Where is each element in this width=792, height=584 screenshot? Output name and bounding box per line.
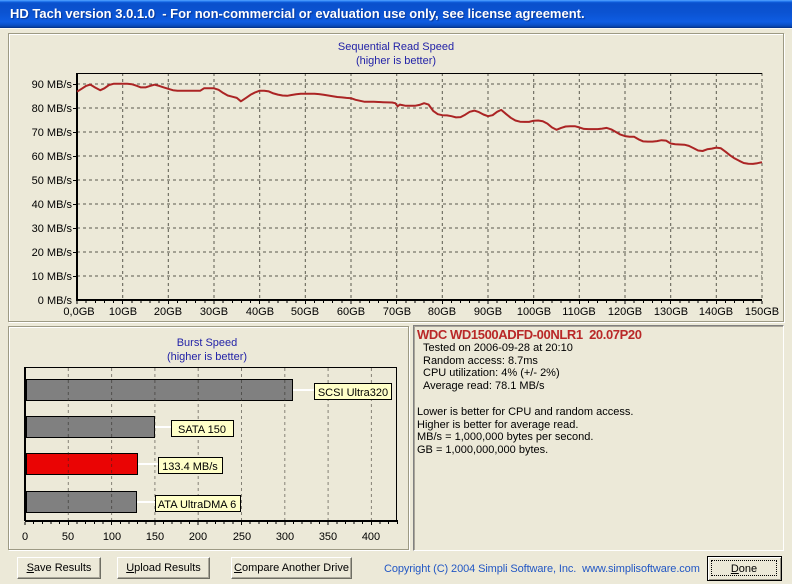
svg-text:300: 300 bbox=[276, 531, 294, 543]
svg-text:50 MB/s: 50 MB/s bbox=[32, 175, 73, 187]
svg-text:60GB: 60GB bbox=[337, 306, 365, 318]
svg-text:150: 150 bbox=[146, 531, 164, 543]
svg-text:50: 50 bbox=[62, 531, 74, 543]
svg-text:40GB: 40GB bbox=[246, 306, 274, 318]
svg-text:(higher is better): (higher is better) bbox=[356, 55, 436, 67]
svg-text:90GB: 90GB bbox=[474, 306, 502, 318]
svg-text:110GB: 110GB bbox=[562, 306, 595, 318]
svg-text:200: 200 bbox=[189, 531, 207, 543]
svg-text:10GB: 10GB bbox=[109, 306, 137, 318]
svg-text:120GB: 120GB bbox=[608, 306, 642, 318]
svg-text:70 MB/s: 70 MB/s bbox=[32, 127, 73, 139]
svg-text:80 MB/s: 80 MB/s bbox=[32, 103, 73, 115]
svg-text:0 MB/s: 0 MB/s bbox=[38, 295, 73, 307]
svg-text:20 MB/s: 20 MB/s bbox=[32, 247, 73, 259]
svg-text:0,0GB: 0,0GB bbox=[63, 306, 94, 318]
svg-text:ATA UltraDMA 6: ATA UltraDMA 6 bbox=[158, 499, 236, 511]
svg-text:Burst Speed: Burst Speed bbox=[177, 337, 238, 349]
svg-text:60 MB/s: 60 MB/s bbox=[32, 151, 73, 163]
svg-text:SATA 150: SATA 150 bbox=[178, 424, 226, 436]
svg-text:20GB: 20GB bbox=[154, 306, 182, 318]
svg-text:100: 100 bbox=[103, 531, 121, 543]
svg-text:350: 350 bbox=[319, 531, 337, 543]
svg-text:SCSI Ultra320: SCSI Ultra320 bbox=[318, 387, 388, 399]
svg-text:10 MB/s: 10 MB/s bbox=[32, 271, 73, 283]
svg-text:0: 0 bbox=[22, 531, 28, 543]
svg-text:140GB: 140GB bbox=[699, 306, 733, 318]
svg-text:30GB: 30GB bbox=[200, 306, 228, 318]
svg-text:(higher is better): (higher is better) bbox=[167, 351, 247, 363]
svg-text:133.4 MB/s: 133.4 MB/s bbox=[162, 461, 218, 473]
svg-text:Sequential Read Speed: Sequential Read Speed bbox=[338, 41, 454, 53]
svg-text:250: 250 bbox=[233, 531, 251, 543]
svg-text:150GB: 150GB bbox=[745, 306, 779, 318]
svg-text:130GB: 130GB bbox=[654, 306, 688, 318]
svg-text:90 MB/s: 90 MB/s bbox=[32, 79, 73, 91]
svg-text:30 MB/s: 30 MB/s bbox=[32, 223, 73, 235]
svg-text:100GB: 100GB bbox=[517, 306, 551, 318]
svg-text:80GB: 80GB bbox=[428, 306, 456, 318]
svg-text:70GB: 70GB bbox=[383, 306, 411, 318]
svg-text:400: 400 bbox=[362, 531, 380, 543]
svg-text:50GB: 50GB bbox=[291, 306, 319, 318]
svg-text:40 MB/s: 40 MB/s bbox=[32, 199, 73, 211]
